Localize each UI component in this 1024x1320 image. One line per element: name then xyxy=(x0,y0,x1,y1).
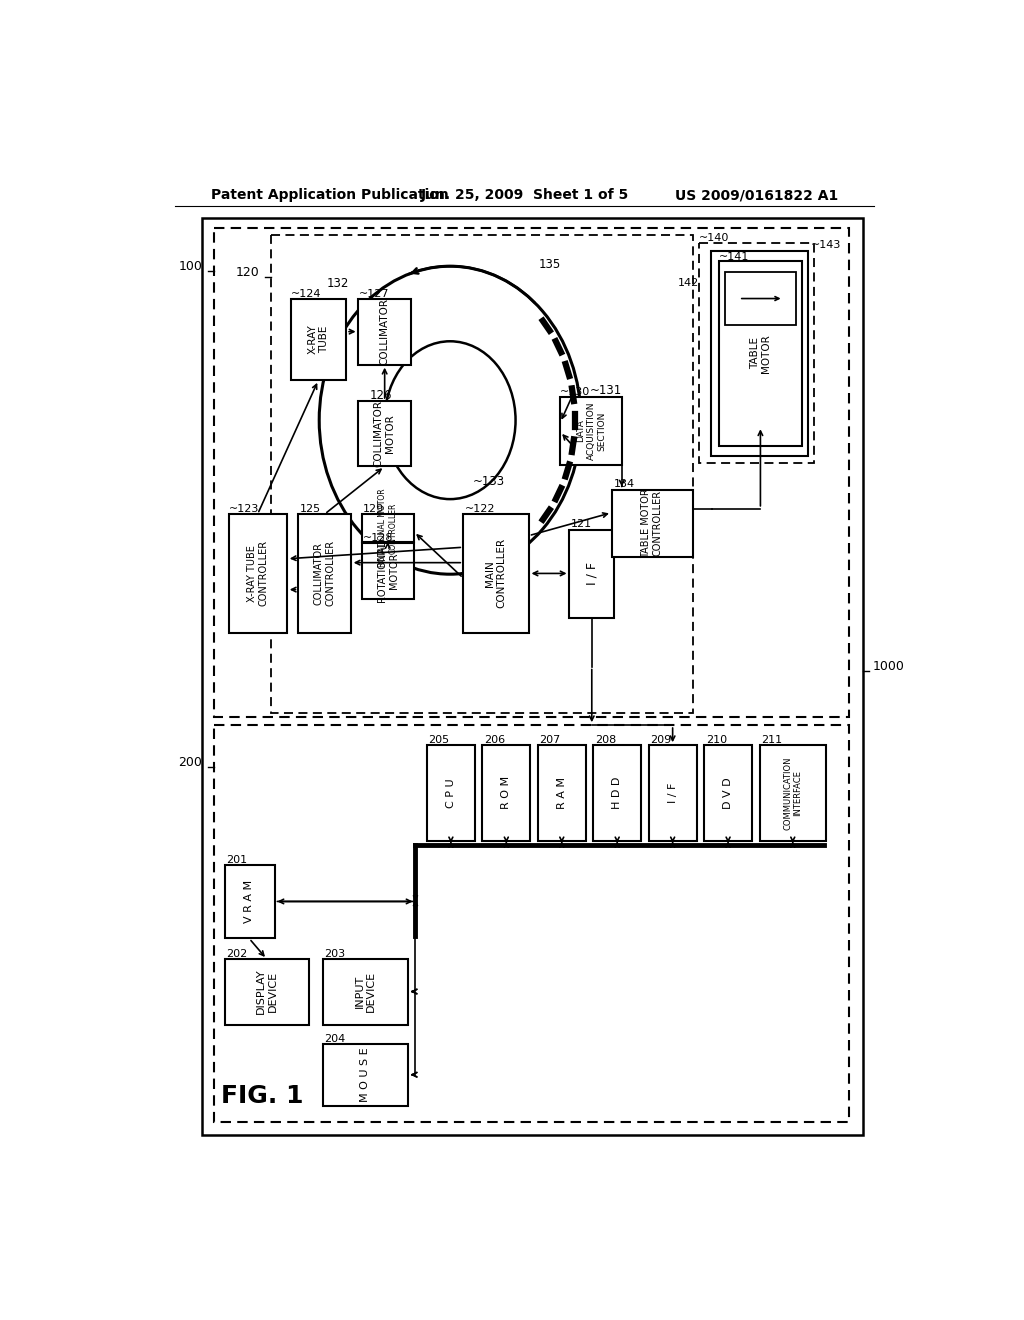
Text: 125: 125 xyxy=(300,504,322,513)
Bar xyxy=(202,218,863,1135)
Bar xyxy=(427,744,475,841)
Bar xyxy=(361,515,414,543)
Text: 209: 209 xyxy=(650,735,672,744)
Bar xyxy=(593,744,641,841)
Text: I / F: I / F xyxy=(668,783,678,803)
Text: 135: 135 xyxy=(539,259,561,271)
Text: 201: 201 xyxy=(226,855,247,865)
Text: 200: 200 xyxy=(178,756,202,770)
Bar xyxy=(291,300,346,380)
Text: 207: 207 xyxy=(540,735,561,744)
Text: COLLIMATOR
CONTROLLER: COLLIMATOR CONTROLLER xyxy=(313,540,336,606)
Bar xyxy=(705,744,752,841)
Text: C P U: C P U xyxy=(445,777,456,808)
Text: COLLIMATOR: COLLIMATOR xyxy=(380,298,390,366)
Text: ~123: ~123 xyxy=(229,504,259,513)
Bar xyxy=(361,544,414,599)
Text: H D D: H D D xyxy=(612,776,623,809)
Text: ROTATIONAL
MOTOR: ROTATIONAL MOTOR xyxy=(377,540,398,602)
Bar xyxy=(214,725,849,1122)
Text: DATA
ACQUISITION
SECTION: DATA ACQUISITION SECTION xyxy=(577,401,606,461)
Text: 126: 126 xyxy=(370,389,392,403)
Bar xyxy=(711,251,808,455)
Text: TABLE MOTOR
CONTROLLER: TABLE MOTOR CONTROLLER xyxy=(641,488,663,558)
Text: TABLE
MOTOR: TABLE MOTOR xyxy=(750,334,771,372)
Bar xyxy=(229,515,287,634)
Bar xyxy=(760,744,826,841)
Text: 121: 121 xyxy=(571,519,592,529)
Text: Patent Application Publication: Patent Application Publication xyxy=(211,189,450,202)
Text: R O M: R O M xyxy=(502,776,511,809)
Text: 204: 204 xyxy=(325,1034,346,1044)
Text: 208: 208 xyxy=(595,735,616,744)
Text: 203: 203 xyxy=(325,949,346,958)
Text: ~143: ~143 xyxy=(810,240,841,251)
Bar xyxy=(698,243,814,462)
Text: D V D: D V D xyxy=(723,777,733,809)
Text: 134: 134 xyxy=(613,479,635,490)
Text: 100: 100 xyxy=(178,260,202,273)
Text: 206: 206 xyxy=(484,735,505,744)
Text: Jun. 25, 2009  Sheet 1 of 5: Jun. 25, 2009 Sheet 1 of 5 xyxy=(421,189,629,202)
Bar xyxy=(224,866,274,939)
Bar xyxy=(224,960,309,1024)
Text: 205: 205 xyxy=(429,735,450,744)
Bar xyxy=(270,235,692,713)
Text: ~122: ~122 xyxy=(465,504,496,513)
Bar xyxy=(649,744,696,841)
Text: FIG. 1: FIG. 1 xyxy=(221,1084,304,1109)
Bar xyxy=(719,261,802,446)
Text: 202: 202 xyxy=(226,949,247,958)
Text: ~128: ~128 xyxy=(364,533,393,543)
Text: DISPLAY
DEVICE: DISPLAY DEVICE xyxy=(256,969,278,1014)
Text: COMMUNICATION
INTERFACE: COMMUNICATION INTERFACE xyxy=(783,756,803,830)
Text: ~130: ~130 xyxy=(559,387,590,397)
Bar xyxy=(358,401,411,466)
Text: ROTATIONAL MOTOR
CONTROLLER: ROTATIONAL MOTOR CONTROLLER xyxy=(378,488,397,568)
Text: 132: 132 xyxy=(327,277,349,289)
Text: MAIN
CONTROLLER: MAIN CONTROLLER xyxy=(484,539,506,609)
Bar xyxy=(358,300,411,364)
Text: ~141: ~141 xyxy=(719,252,750,261)
Text: ~133: ~133 xyxy=(472,475,505,488)
Text: 1000: 1000 xyxy=(872,660,905,673)
Text: X-RAY TUBE
CONTROLLER: X-RAY TUBE CONTROLLER xyxy=(247,540,268,606)
Text: V R A M: V R A M xyxy=(244,880,254,923)
Text: 129: 129 xyxy=(364,504,384,513)
Text: ~131: ~131 xyxy=(590,384,622,397)
Text: COLLIMATOR
MOTOR: COLLIMATOR MOTOR xyxy=(374,400,395,467)
Text: R A M: R A M xyxy=(557,777,566,809)
Bar xyxy=(463,515,528,634)
Text: ~124: ~124 xyxy=(291,289,322,298)
Text: ~127: ~127 xyxy=(358,289,389,298)
Bar xyxy=(214,227,849,717)
Text: US 2009/0161822 A1: US 2009/0161822 A1 xyxy=(675,189,839,202)
Text: X-RAY
TUBE: X-RAY TUBE xyxy=(307,325,330,354)
Text: ~140: ~140 xyxy=(698,232,729,243)
Text: 211: 211 xyxy=(761,735,782,744)
Bar xyxy=(323,960,408,1024)
Bar xyxy=(569,529,614,618)
Text: 142: 142 xyxy=(678,279,698,288)
Text: I / F: I / F xyxy=(586,562,598,585)
Bar xyxy=(323,1044,408,1105)
Bar xyxy=(725,272,796,325)
Bar xyxy=(538,744,586,841)
Bar xyxy=(611,490,692,557)
Text: M O U S E: M O U S E xyxy=(360,1047,371,1102)
Bar xyxy=(482,744,530,841)
Text: 210: 210 xyxy=(706,735,727,744)
Text: 120: 120 xyxy=(237,265,260,279)
Bar xyxy=(298,515,351,634)
Bar xyxy=(560,397,622,465)
Text: INPUT
DEVICE: INPUT DEVICE xyxy=(354,972,376,1012)
